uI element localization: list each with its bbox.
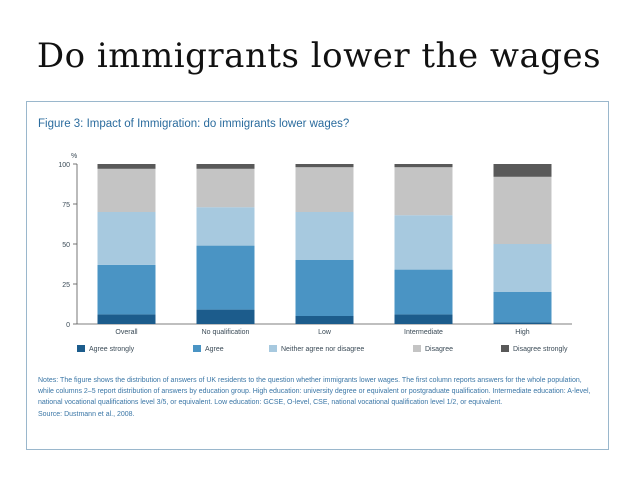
bar-segment [97,212,156,265]
bar-segment [394,269,453,315]
legend-label: Disagree strongly [513,346,568,353]
bar-segment [394,167,453,216]
legend-swatch [269,345,277,352]
legend-label: Agree strongly [89,346,135,353]
bar-segment [394,215,453,270]
bar-segment [394,314,453,324]
bar-segment [97,164,156,169]
figure-notes: Notes: The figure shows the distribution… [38,375,598,420]
notes-text: Notes: The figure shows the distribution… [38,377,591,407]
source-text: Source: Dustmann et al., 2008. [38,410,135,418]
legend-label: Disagree [425,346,453,353]
figure-panel: Figure 3: Impact of Immigration: do immi… [26,101,609,450]
legend-swatch [501,345,509,352]
y-tick-label: 25 [62,282,70,289]
legend-label: Agree [205,346,224,353]
bar-segment [196,168,255,208]
y-tick-label: 50 [62,242,70,249]
y-tick-label: 0 [66,322,70,329]
bar-segment [196,164,255,169]
x-tick-label: High [515,329,530,336]
bar-segment [97,314,156,324]
bar-segment [97,264,156,315]
bar-segment [493,164,552,177]
bar-segment [493,322,552,324]
stacked-bar-chart: 0 25 50 75 100% Overall No qualification Low Int… [58,153,572,353]
figure-title: Figure 3: Impact of Immigration: do immi… [38,118,350,130]
x-tick-label: Low [318,329,332,336]
bar-segment [493,176,552,244]
bar-segment [97,168,156,212]
bar-segment [295,260,354,316]
legend-swatch [413,345,421,352]
bar-segment [493,292,552,323]
bar-segment [196,245,255,310]
y-axis-label: % [71,153,77,160]
bar-segment [493,244,552,292]
y-tick-label: 75 [62,202,70,209]
bar-segment [394,164,453,168]
x-tick-label: Overall [115,329,138,336]
legend-swatch [193,345,201,352]
legend-swatch [77,345,85,352]
y-tick-label: 100 [58,162,70,169]
x-tick-label: No qualification [202,329,250,336]
bar-segment [295,212,354,260]
bar-segment [196,207,255,246]
bar-segment [196,309,255,324]
bar-segment [295,316,354,324]
legend-label: Neither agree nor disagree [281,346,364,353]
bar-segment [295,167,354,212]
x-tick-label: Intermediate [404,329,443,336]
slide-title: Do immigrants lower the wages [36,36,602,76]
bar-segment [295,164,354,168]
